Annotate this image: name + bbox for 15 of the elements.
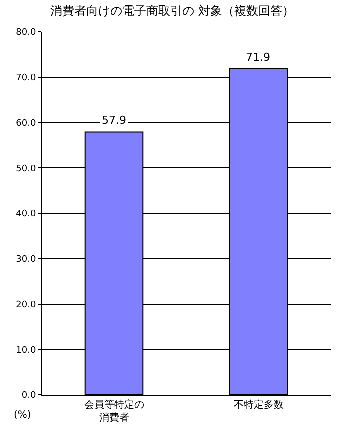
y-tick-label: 0.0	[22, 391, 36, 402]
y-tick-label: 60.0	[16, 118, 36, 129]
x-tick-label: 不特定多数	[234, 399, 284, 411]
chart-title: 消費者向けの電子商取引の 対象（複数回答）	[50, 4, 294, 18]
y-tick-label: 50.0	[16, 164, 36, 174]
data-label: 71.9	[246, 51, 270, 64]
y-tick-label: 20.0	[16, 300, 36, 310]
y-tick-label: 30.0	[16, 255, 36, 266]
y-tick-label: 40.0	[16, 210, 36, 220]
x-tick-label: 会員等特定の消費者	[84, 399, 144, 424]
y-axis-title: (%)	[14, 410, 32, 421]
y-tick-label: 10.0	[16, 346, 36, 356]
y-tick-label: 70.0	[16, 74, 36, 84]
data-label: 57.9	[102, 114, 126, 127]
y-tick-label: 80.0	[16, 28, 36, 38]
